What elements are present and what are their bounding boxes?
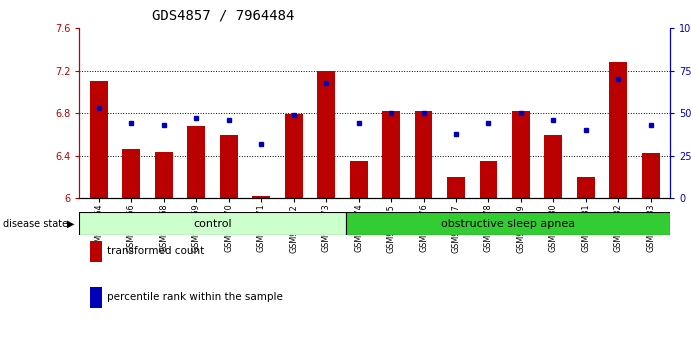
Bar xyxy=(346,212,670,235)
Text: obstructive sleep apnea: obstructive sleep apnea xyxy=(441,219,575,229)
Bar xyxy=(609,62,627,198)
Bar xyxy=(122,149,140,198)
Bar xyxy=(415,111,433,198)
Text: ▶: ▶ xyxy=(67,219,75,229)
Bar xyxy=(382,111,400,198)
Bar xyxy=(155,152,173,198)
Bar xyxy=(545,135,562,198)
Bar xyxy=(90,81,108,198)
Bar xyxy=(642,153,660,198)
Text: GDS4857 / 7964484: GDS4857 / 7964484 xyxy=(152,9,294,23)
Bar xyxy=(317,71,335,198)
Text: disease state: disease state xyxy=(3,219,68,229)
Bar xyxy=(285,114,303,198)
Bar xyxy=(187,126,205,198)
Text: transformed count: transformed count xyxy=(107,246,205,256)
Bar xyxy=(512,111,530,198)
Bar xyxy=(480,161,498,198)
Text: percentile rank within the sample: percentile rank within the sample xyxy=(107,292,283,302)
Bar xyxy=(252,196,270,198)
Bar xyxy=(577,177,595,198)
Bar xyxy=(220,135,238,198)
Text: control: control xyxy=(193,219,232,229)
Bar xyxy=(79,212,346,235)
Bar xyxy=(447,177,465,198)
Bar xyxy=(350,161,368,198)
